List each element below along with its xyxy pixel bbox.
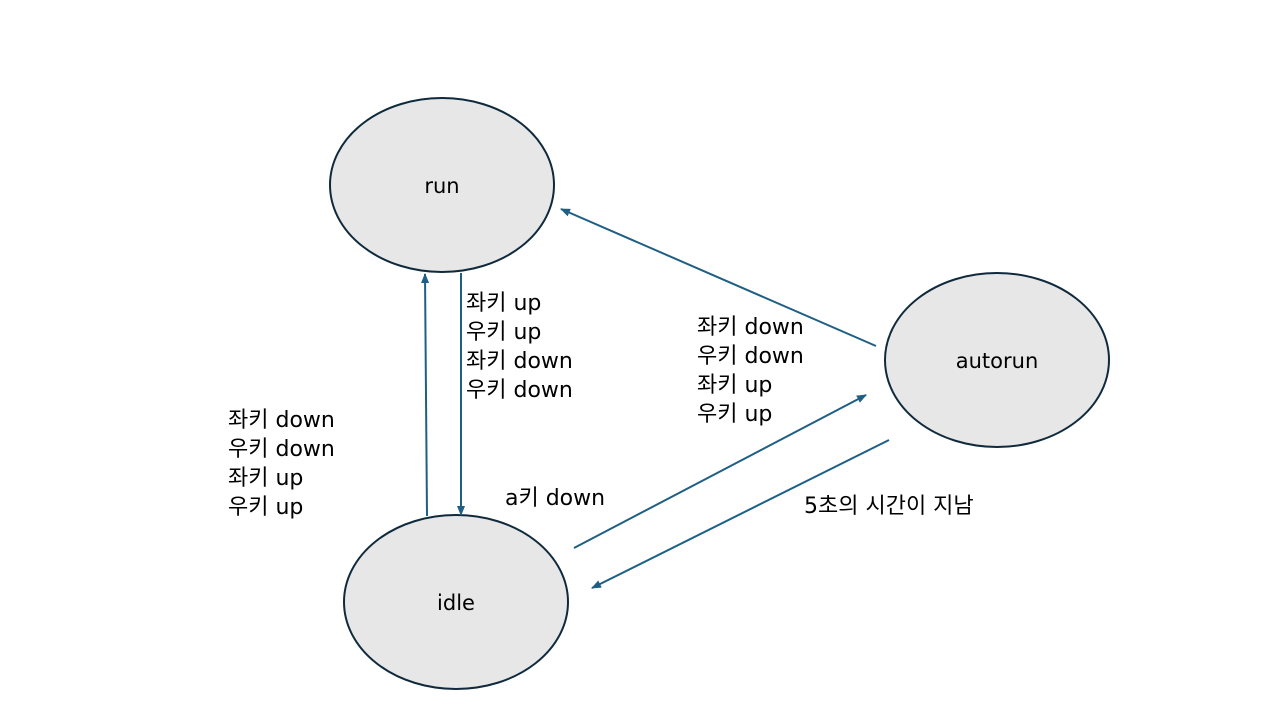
label-line: 우키 up bbox=[697, 402, 773, 427]
label-line: 우키 down bbox=[466, 378, 573, 403]
label-line: 좌키 up bbox=[466, 291, 542, 316]
state-idle-label: idle bbox=[437, 591, 475, 615]
label-line: 우키 up bbox=[228, 495, 304, 520]
label-line: 5초의 시간이 지남 bbox=[804, 494, 974, 519]
state-idle: idle bbox=[343, 514, 569, 690]
state-autorun: autorun bbox=[884, 272, 1110, 448]
label-line: 우키 down bbox=[697, 344, 804, 369]
state-autorun-label: autorun bbox=[956, 349, 1039, 373]
label-line: 좌키 down bbox=[466, 349, 573, 374]
label-line: 좌키 up bbox=[697, 373, 773, 398]
label-idle-to-run: 좌키 down 우키 down 좌키 up 우키 up bbox=[228, 406, 335, 522]
label-idle-to-autorun: a키 down bbox=[505, 484, 605, 513]
state-run-label: run bbox=[424, 174, 459, 198]
label-line: a키 down bbox=[505, 486, 606, 511]
label-line: 좌키 up bbox=[228, 466, 304, 491]
arrow-idle-to-run bbox=[421, 273, 430, 517]
state-idle-ellipse bbox=[343, 514, 569, 690]
label-autorun-to-run: 좌키 down 우키 down 좌키 up 우키 up bbox=[697, 313, 804, 429]
label-line: 우키 up bbox=[466, 320, 542, 345]
arrow-autorun-to-idle bbox=[591, 439, 890, 589]
label-line: 좌키 down bbox=[228, 408, 335, 433]
state-autorun-ellipse bbox=[884, 272, 1110, 448]
arrow-autorun-to-run bbox=[560, 208, 877, 347]
state-run-ellipse bbox=[329, 97, 555, 273]
arrow-idle-to-autorun bbox=[573, 394, 867, 549]
label-line: 좌키 down bbox=[697, 315, 804, 340]
label-line: 우키 down bbox=[228, 437, 335, 462]
label-run-to-idle: 좌키 up 우키 up 좌키 down 우키 down bbox=[466, 289, 573, 405]
label-autorun-to-idle: 5초의 시간이 지남 bbox=[804, 492, 974, 521]
state-run: run bbox=[329, 97, 555, 273]
